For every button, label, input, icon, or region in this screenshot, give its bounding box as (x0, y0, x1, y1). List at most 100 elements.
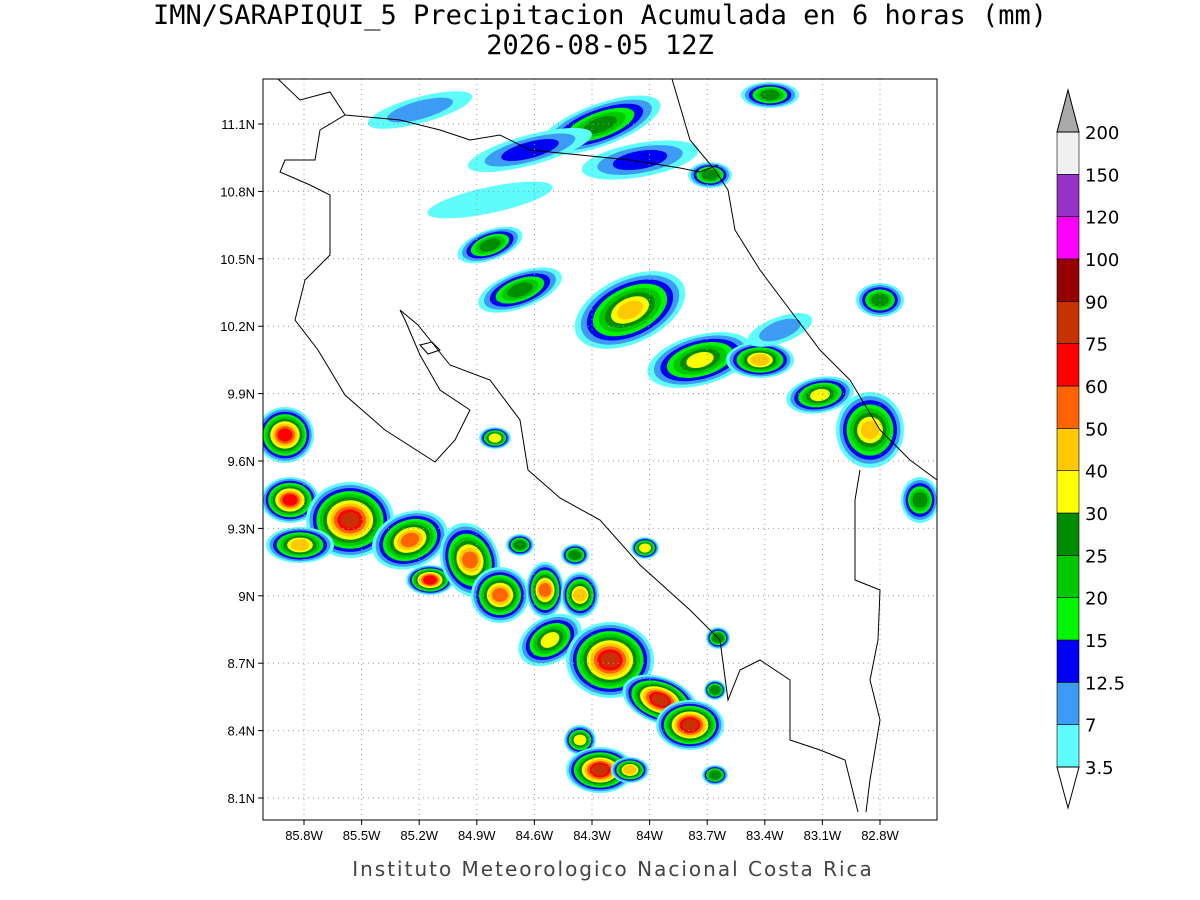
pacific-coast (277, 79, 859, 813)
subtitle: 2026-08-05 12Z (486, 30, 714, 61)
coastlines (277, 79, 937, 813)
colorbar-segment (1056, 682, 1080, 725)
colorbar-segment (1056, 216, 1080, 260)
colorbar-segment (1056, 597, 1080, 641)
colorbar-label: 50 (1085, 419, 1108, 440)
rain-cell (461, 551, 479, 569)
caribbean-coast (671, 79, 937, 481)
colorbar-segment (1056, 428, 1080, 471)
title: IMN/SARAPIQUI_5 Precipitacion Acumulada … (153, 0, 1047, 31)
rain-cell (701, 169, 719, 181)
rain-cell (573, 734, 587, 746)
rain-cell (290, 539, 310, 551)
rain-cell (387, 97, 453, 123)
rain-cell (860, 420, 880, 440)
lat-label: 10.8N (220, 184, 255, 199)
colorbar-label: 12.5 (1085, 673, 1125, 694)
lat-label: 8.1N (228, 791, 255, 806)
colorbar-segment (1056, 385, 1080, 429)
colorbar-segment (1056, 470, 1080, 514)
lat-label: 9.3N (228, 521, 255, 536)
colorbar-label: 25 (1085, 546, 1108, 567)
rain-cell (568, 550, 582, 560)
lat-label: 9.9N (228, 387, 255, 402)
rain-cell (513, 540, 527, 550)
colorbar-label: 40 (1085, 462, 1108, 483)
lat-label: 9.6N (228, 454, 255, 469)
rain-cell (400, 532, 420, 548)
colorbar-segment (1056, 131, 1080, 175)
rain-cell (573, 588, 587, 602)
rain-cell (759, 318, 801, 342)
lon-label: 84W (636, 828, 663, 843)
colorbar-segment (1056, 301, 1080, 344)
colorbar-label: 60 (1085, 377, 1108, 398)
lat-label: 10.5N (220, 252, 255, 267)
colorbar-label: 120 (1085, 208, 1119, 229)
colorbar-under (1056, 766, 1080, 810)
rain-cell (540, 632, 560, 648)
rain-cell (282, 494, 298, 506)
lon-label: 82.8W (861, 828, 899, 843)
colorbar: 3.5 7 12.5 15 20 25 30 40 50 60 75 90 100 120 150 200 (1056, 88, 1125, 810)
rain-cell (708, 770, 722, 780)
lat-label: 8.7N (228, 656, 255, 671)
rain-cell (810, 388, 830, 402)
colorbar-label: 3.5 (1085, 758, 1114, 779)
rain-cell (912, 492, 928, 508)
rain-cell (600, 652, 620, 668)
colorbar-label: 200 (1085, 123, 1119, 144)
rain-cell (612, 149, 668, 171)
colorbar-over (1056, 88, 1080, 133)
lat-label: 9N (238, 589, 255, 604)
rain-cell (639, 543, 651, 553)
rain-cell (623, 765, 637, 775)
colorbar-label: 20 (1085, 589, 1108, 610)
rain-cell (427, 181, 553, 219)
footer: Instituto Meteorologico Nacional Costa R… (352, 857, 874, 881)
rain-cell (651, 693, 669, 707)
rain-cell (507, 282, 533, 298)
lon-label: 83.1W (804, 828, 842, 843)
colorbar-label: 75 (1085, 335, 1108, 356)
lat-label: 10.2N (220, 319, 255, 334)
colorbar-label: 90 (1085, 292, 1108, 313)
colorbar-segment (1056, 555, 1080, 598)
map-frame (262, 78, 938, 821)
precipitation-field (263, 82, 937, 793)
lon-label: 85.5W (343, 828, 381, 843)
rain-cell (340, 512, 360, 528)
lon-label: 85.2W (400, 828, 438, 843)
colorbar-segment (1056, 174, 1080, 217)
rain-cell (760, 89, 780, 101)
lon-label: 84.3W (573, 828, 611, 843)
colorbar-label: 30 (1085, 504, 1108, 525)
colorbar-segment (1056, 258, 1080, 302)
lon-label: 84.9W (458, 828, 496, 843)
rain-cell (479, 238, 501, 252)
lat-label: 11.1N (221, 117, 255, 132)
rain-cell (277, 428, 293, 442)
colorbar-segment (1056, 724, 1080, 768)
colorbar-label: 7 (1085, 716, 1096, 737)
colorbar-segment (1056, 639, 1080, 683)
colorbar-segment (1056, 343, 1080, 387)
rain-cell (709, 685, 721, 695)
border-south (854, 469, 881, 813)
rain-cell (492, 588, 508, 602)
rain-cell (538, 583, 552, 597)
lon-label: 83.4W (746, 828, 784, 843)
grid: 85.8W 85.5W 85.2W 84.9W 84.6W 84.3W 84W 83.7W 83… (220, 79, 937, 843)
colorbar-segment (1056, 512, 1080, 556)
rain-cell (682, 719, 698, 731)
colorbar-label: 150 (1085, 165, 1119, 186)
lon-label: 85.8W (285, 828, 323, 843)
lake-shore (419, 341, 441, 355)
colorbar-label: 15 (1085, 631, 1108, 652)
rain-cell (617, 300, 643, 320)
rain-cell (488, 433, 502, 443)
colorbar-label: 100 (1085, 250, 1119, 271)
rain-cell (750, 354, 770, 366)
rain-cell (423, 575, 437, 585)
